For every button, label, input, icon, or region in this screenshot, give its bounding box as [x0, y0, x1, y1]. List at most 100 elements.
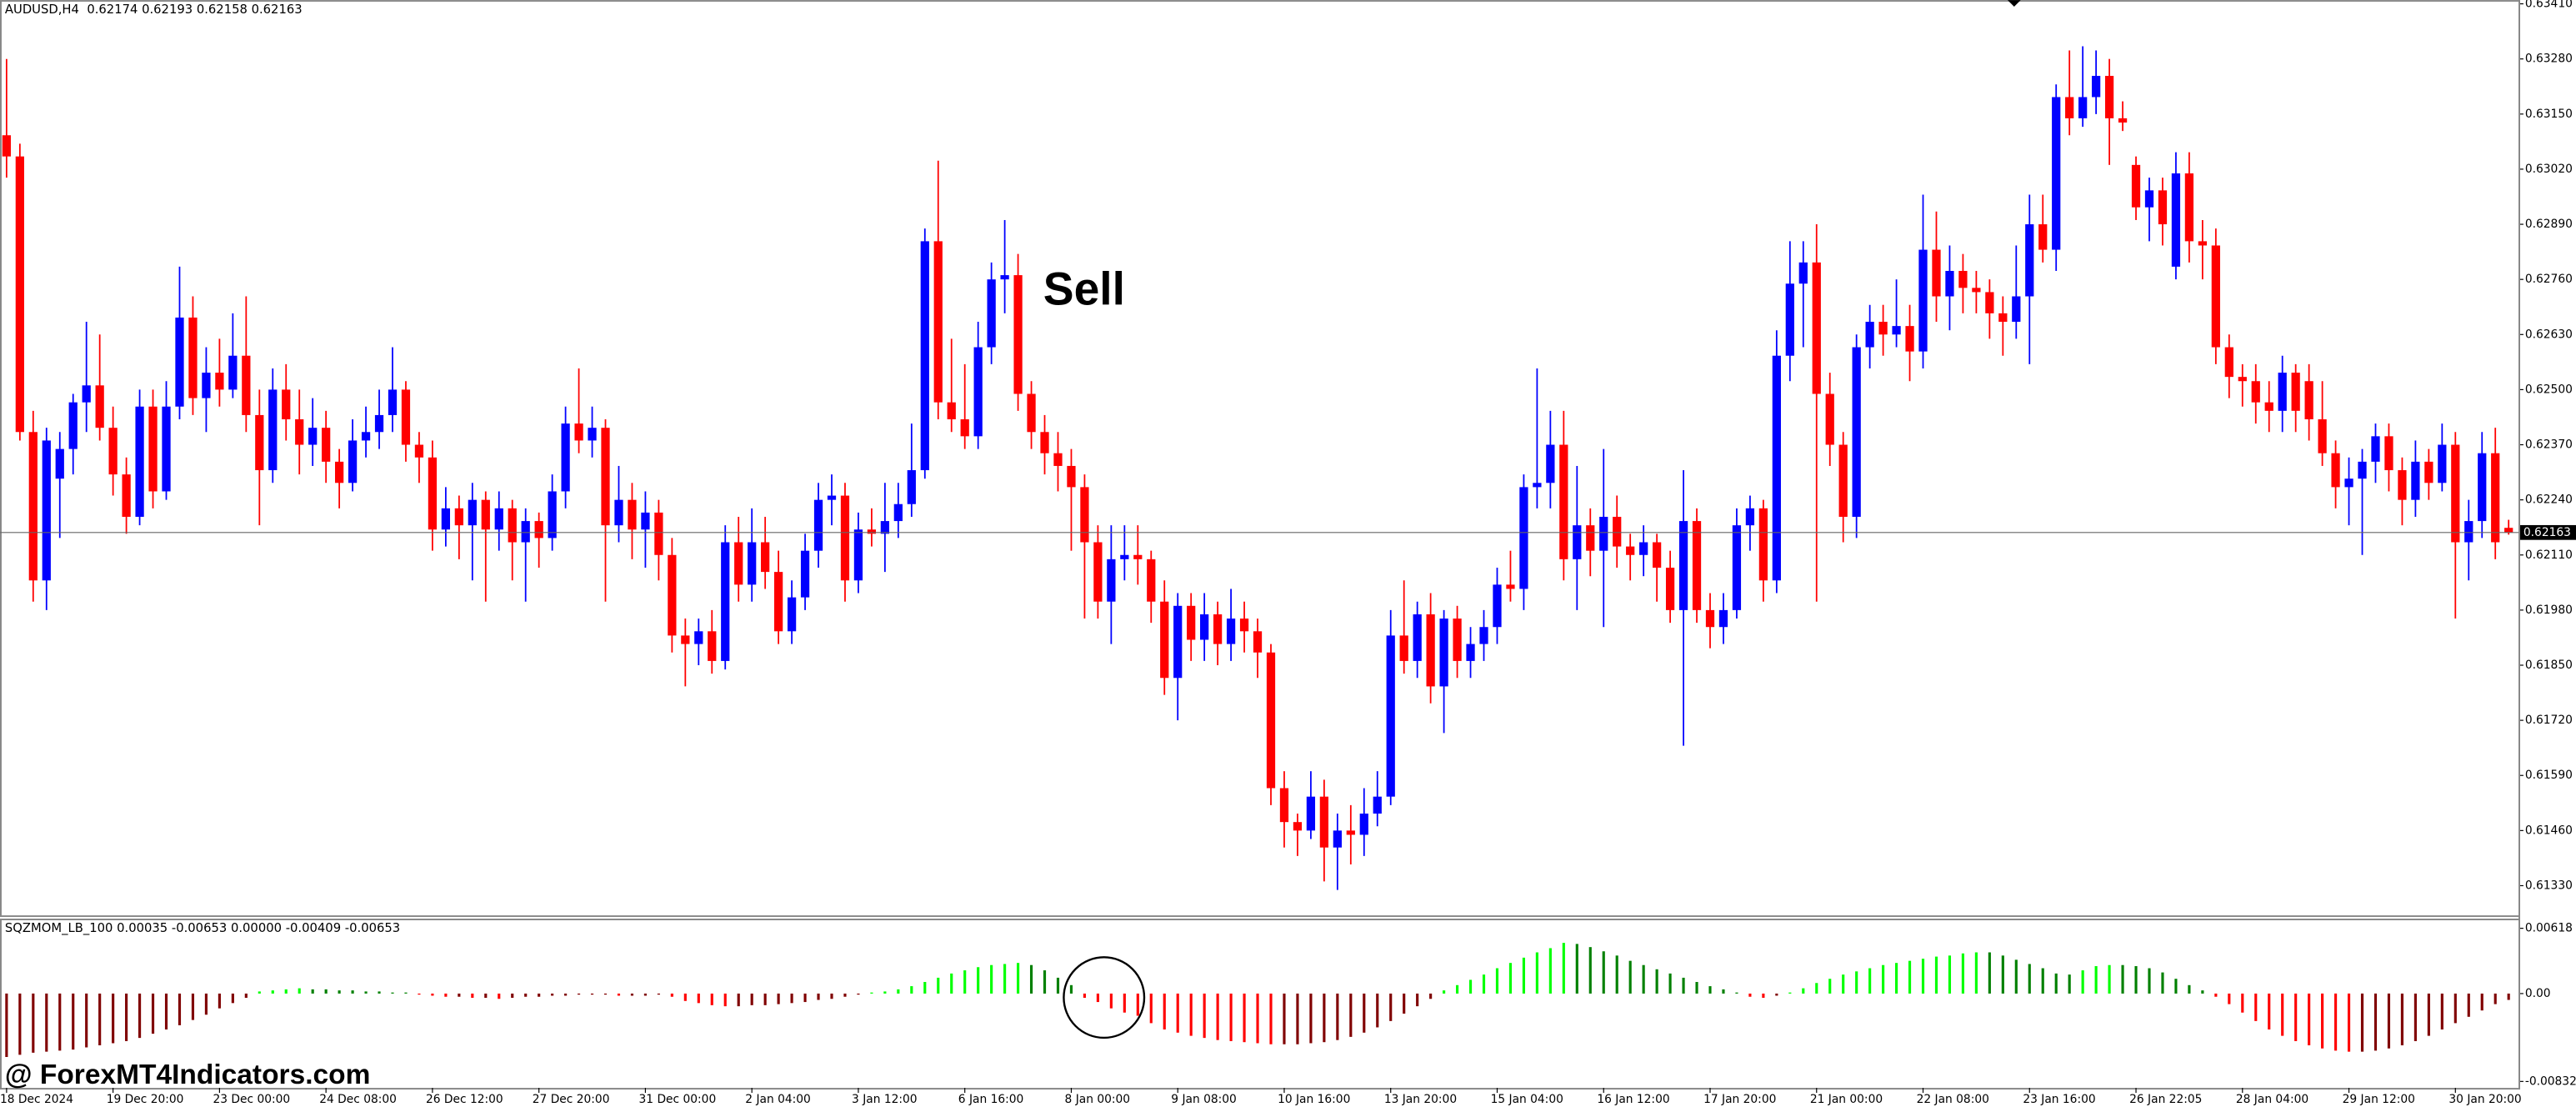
- candle-body: [1586, 525, 1595, 551]
- x-tick-label: 9 Jan 08:00: [1171, 1093, 1237, 1106]
- candle-body: [574, 423, 583, 441]
- candle-body: [601, 428, 610, 526]
- candle-body: [1027, 393, 1036, 433]
- candle-body: [282, 389, 291, 420]
- candle-body: [641, 512, 650, 530]
- candle-body: [2451, 444, 2460, 543]
- x-tick-label: 3 Jan 12:00: [852, 1093, 918, 1106]
- indicator-panel: [0, 919, 2520, 1090]
- y-tick-label: 0.62760: [2525, 273, 2573, 286]
- candle-body: [761, 542, 770, 573]
- candle-body: [1107, 559, 1116, 602]
- candle-body: [388, 389, 398, 415]
- candle-body: [933, 241, 943, 403]
- y-tick-label: 0.63020: [2525, 163, 2573, 176]
- candle-body: [1932, 249, 1941, 297]
- candle-body: [374, 414, 384, 433]
- candle-body: [1918, 249, 1928, 352]
- x-tick-label: 29 Jan 12:00: [2343, 1093, 2415, 1106]
- candle-body: [508, 508, 517, 543]
- x-tick-label: 10 Jan 16:00: [1278, 1093, 1350, 1106]
- candle-body: [1905, 326, 1914, 352]
- candle-body: [654, 512, 663, 555]
- candle-body: [853, 529, 863, 581]
- watermark: @ ForexMT4Indicators.com: [5, 1059, 370, 1090]
- candle-body: [2052, 97, 2061, 250]
- y-tick-label: 0.63410: [2525, 0, 2573, 11]
- candle-body: [534, 521, 543, 538]
- candle-body: [1067, 465, 1076, 488]
- chart-title: AUDUSD,H4 0.62174 0.62193 0.62158 0.6216…: [5, 3, 303, 17]
- y-tick-label: 0.63280: [2525, 53, 2573, 66]
- y-tick-label: 0.00: [2525, 987, 2551, 1000]
- candle-body: [401, 389, 411, 445]
- candle-body: [148, 406, 158, 492]
- candle-body: [548, 491, 557, 538]
- x-tick-label: 16 Jan 12:00: [1597, 1093, 1669, 1106]
- candle-body: [708, 631, 717, 661]
- y-tick-label: 0.61590: [2525, 769, 2573, 782]
- candle-body: [2065, 97, 2074, 118]
- candle-body: [2012, 296, 2021, 323]
- candle-body: [907, 470, 916, 504]
- candle-body: [68, 402, 78, 449]
- candle-body: [2118, 118, 2128, 123]
- candle-body: [1772, 355, 1781, 581]
- candle-body: [2438, 444, 2447, 483]
- x-tick-label: 15 Jan 04:00: [1491, 1093, 1563, 1106]
- candle-body: [561, 423, 570, 492]
- candle-body: [1200, 614, 1209, 640]
- x-tick-label: 28 Jan 04:00: [2236, 1093, 2308, 1106]
- candle-body: [2424, 461, 2433, 483]
- x-tick-label: 8 Jan 00:00: [1065, 1093, 1131, 1106]
- candle-body: [721, 542, 730, 661]
- candle-body: [1519, 487, 1528, 589]
- candle-body: [1173, 605, 1183, 679]
- candle-body: [2411, 461, 2420, 500]
- candle-body: [1213, 614, 1223, 644]
- candle-body: [1439, 619, 1448, 687]
- candle-body: [2251, 381, 2260, 403]
- candle-body: [1120, 554, 1129, 559]
- candle-body: [441, 508, 451, 530]
- y-tick-label: 0.62630: [2525, 328, 2573, 341]
- candle-body: [1133, 554, 1143, 559]
- y-tick-label: 0.61460: [2525, 824, 2573, 837]
- candle-body: [1798, 262, 1808, 284]
- candle-body: [880, 521, 890, 534]
- candle-body: [1865, 322, 1874, 348]
- candle-body: [2318, 419, 2327, 453]
- candle-body: [1533, 483, 1542, 488]
- candle-body: [454, 508, 463, 526]
- candle-body: [1825, 393, 1834, 445]
- candle-body: [42, 440, 51, 581]
- candle-body: [1359, 814, 1368, 835]
- x-tick-label: 6 Jan 16:00: [958, 1093, 1024, 1106]
- candle-body: [1319, 796, 1329, 848]
- candle-body: [588, 428, 597, 441]
- candle-body: [1506, 584, 1515, 589]
- candle-body: [2025, 224, 2034, 297]
- candle-body: [1573, 525, 1582, 559]
- period-marker: [2007, 0, 2021, 7]
- candle-body: [1053, 453, 1063, 466]
- candle-body: [1972, 288, 1981, 293]
- current-price-box: [2519, 524, 2576, 540]
- y-tick-label: 0.61330: [2525, 879, 2573, 892]
- candle-body: [15, 156, 24, 433]
- candle-body: [1613, 516, 1622, 547]
- candle-body: [1678, 521, 1688, 610]
- candle-body: [295, 419, 304, 445]
- y-tick-label: 0.62890: [2525, 218, 2573, 231]
- candle-body: [1599, 516, 1608, 551]
- x-tick-label: 23 Jan 16:00: [2023, 1093, 2095, 1106]
- candle-body: [787, 597, 797, 632]
- x-tick-label: 30 Jan 20:00: [2448, 1093, 2521, 1106]
- candle-body: [1785, 283, 1794, 356]
- y-tick-label: 0.61980: [2525, 604, 2573, 617]
- candle-body: [1187, 605, 1196, 640]
- candle-body: [1718, 609, 1728, 628]
- candle-body: [1306, 796, 1316, 831]
- candle-body: [2358, 461, 2367, 479]
- y-tick-label: 0.61720: [2525, 714, 2573, 727]
